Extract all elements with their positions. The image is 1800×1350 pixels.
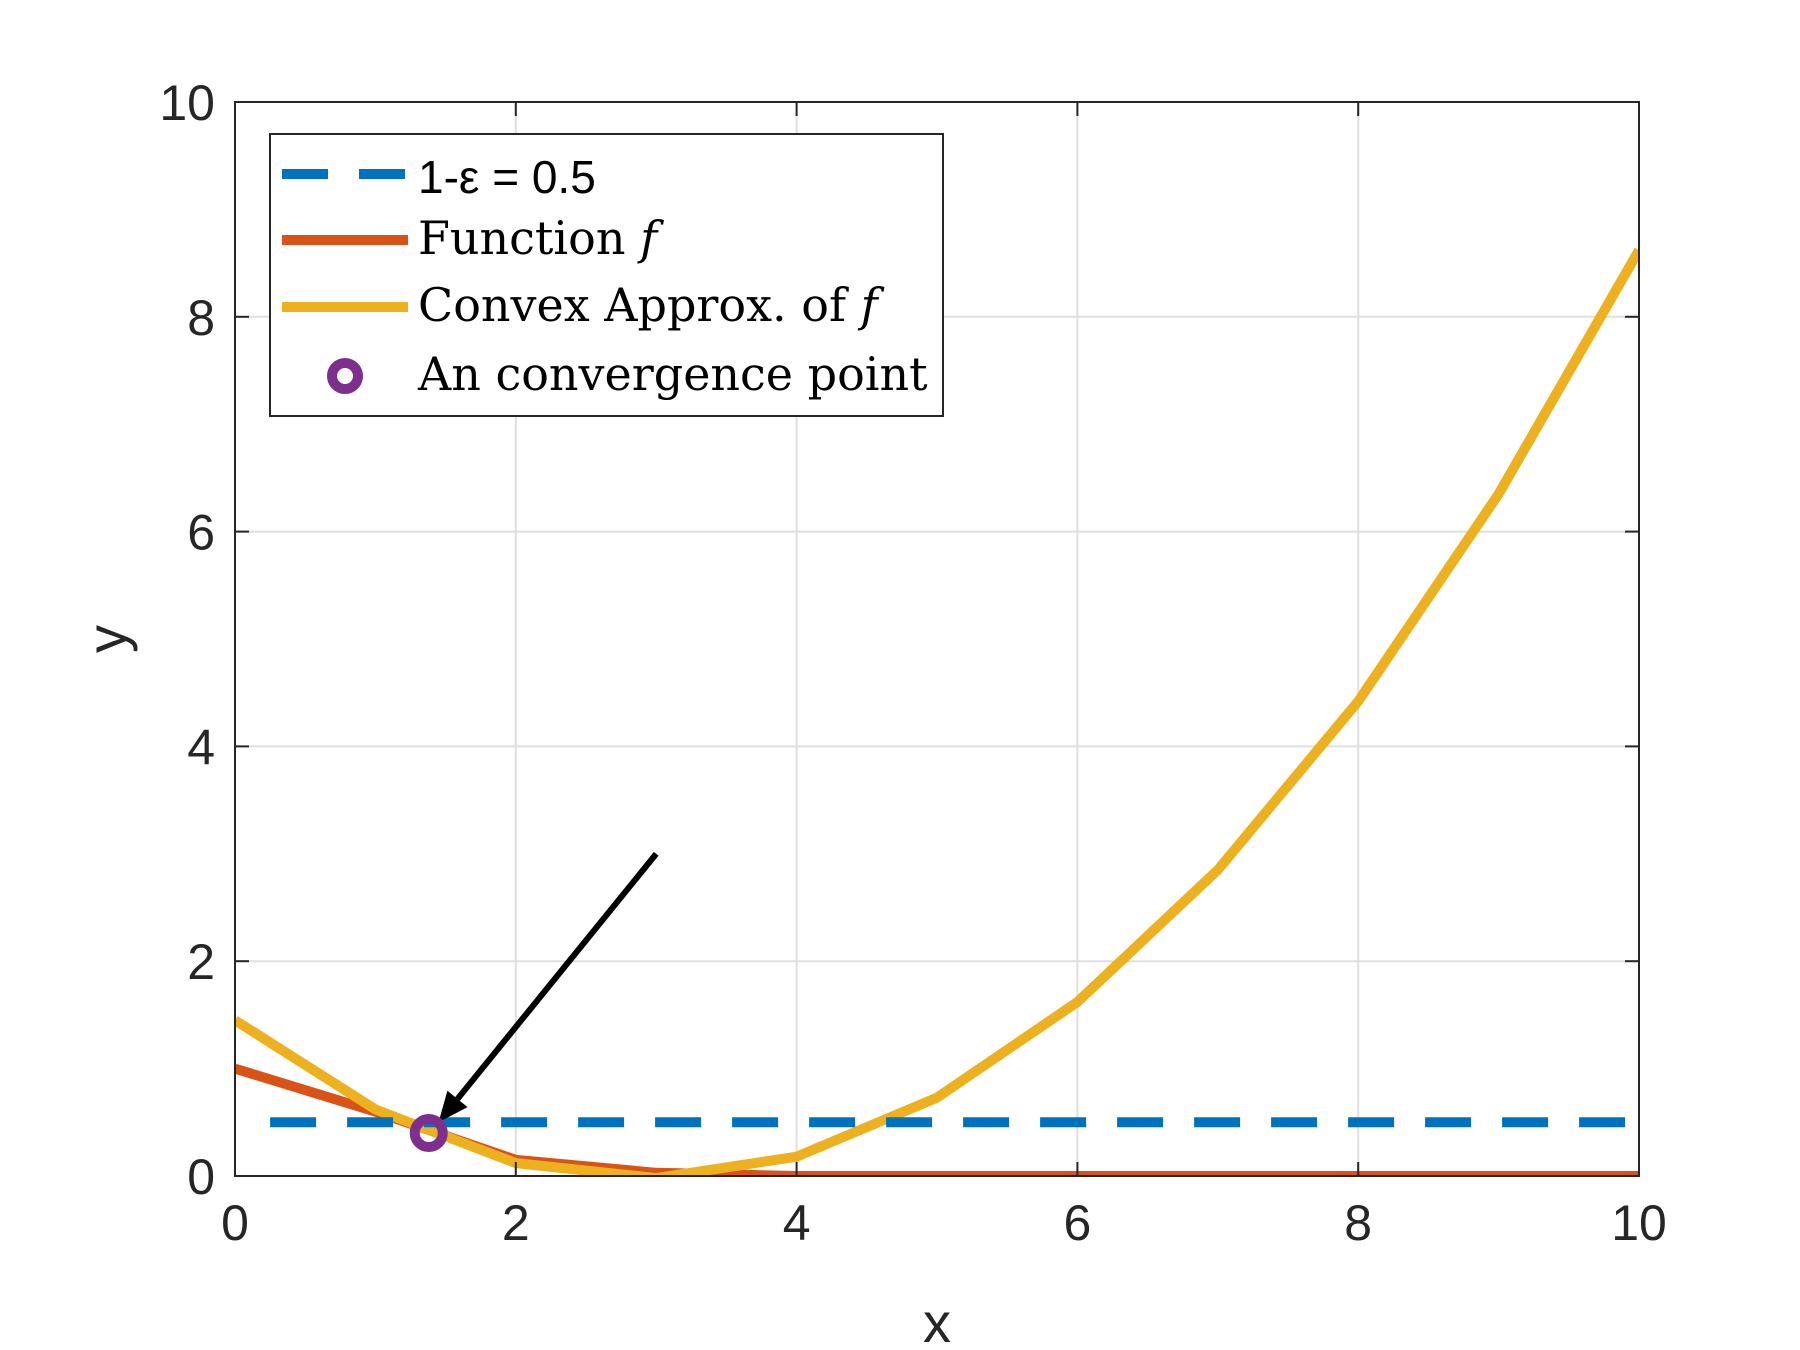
y-axis-label: y — [75, 625, 138, 653]
legend-label-function: Function f — [418, 211, 664, 265]
y-tick-label: 10 — [159, 75, 215, 131]
legend-label-threshold: 1-ε = 0.5 — [418, 151, 596, 203]
legend-label-approx: Convex Approx. of f — [418, 278, 885, 332]
series-clip — [235, 247, 1639, 1176]
legend-function-text: Function — [418, 211, 625, 265]
legend-box — [269, 133, 944, 417]
series-line-2 — [235, 247, 1639, 1176]
x-tick-label: 10 — [1611, 1195, 1667, 1251]
y-tick-label: 4 — [187, 719, 215, 775]
x-tick-label: 4 — [783, 1195, 811, 1251]
y-tick-label: 6 — [187, 505, 215, 561]
x-tick-label: 2 — [502, 1195, 530, 1251]
plot-frame — [234, 101, 1640, 1177]
legend: 1-ε = 0.5 Function f Convex Approx. of f… — [269, 133, 944, 417]
annotation-arrow-head — [438, 1090, 468, 1123]
x-tick-label: 8 — [1344, 1195, 1372, 1251]
y-tick-label: 0 — [187, 1149, 215, 1205]
legend-label-point: An convergence point — [417, 347, 928, 401]
y-tick-label: 8 — [187, 290, 215, 346]
ticks — [234, 101, 1640, 1177]
x-tick-label: 6 — [1063, 1195, 1091, 1251]
tick-labels: 0 2 4 6 8 10 0 2 4 6 8 10 — [159, 75, 1666, 1251]
y-tick-label: 2 — [187, 934, 215, 990]
annotation-arrow-shaft — [455, 851, 659, 1101]
legend-swatch-point — [327, 358, 363, 394]
legend-approx-text: Convex Approx. of — [418, 278, 849, 332]
x-axis-label: x — [923, 1291, 951, 1350]
x-tick-label: 0 — [221, 1195, 249, 1251]
convergence-point-marker — [409, 1114, 448, 1153]
series-layer — [235, 247, 1639, 1176]
